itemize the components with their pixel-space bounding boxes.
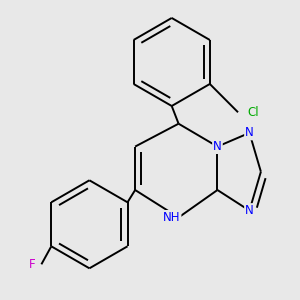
Text: F: F bbox=[29, 258, 36, 271]
Text: Cl: Cl bbox=[247, 106, 259, 119]
Text: N: N bbox=[213, 140, 222, 153]
Text: N: N bbox=[245, 204, 254, 217]
Text: N: N bbox=[245, 126, 254, 140]
Text: NH: NH bbox=[163, 211, 181, 224]
